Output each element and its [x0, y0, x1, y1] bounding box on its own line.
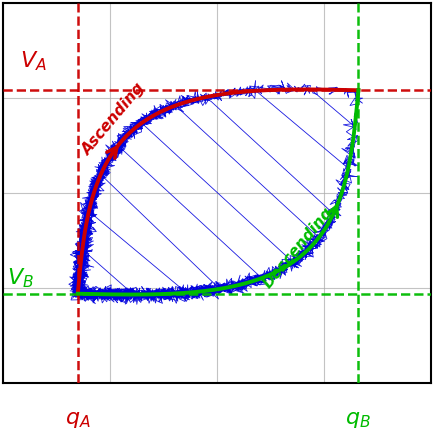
- Text: $V_B$: $V_B$: [7, 266, 34, 290]
- Text: Ascending: Ascending: [80, 80, 148, 158]
- Text: $q_A$: $q_A$: [65, 410, 91, 429]
- Text: $V_A$: $V_A$: [20, 49, 47, 73]
- Text: Descending: Descending: [260, 205, 336, 291]
- Text: $q_B$: $q_B$: [345, 410, 372, 429]
